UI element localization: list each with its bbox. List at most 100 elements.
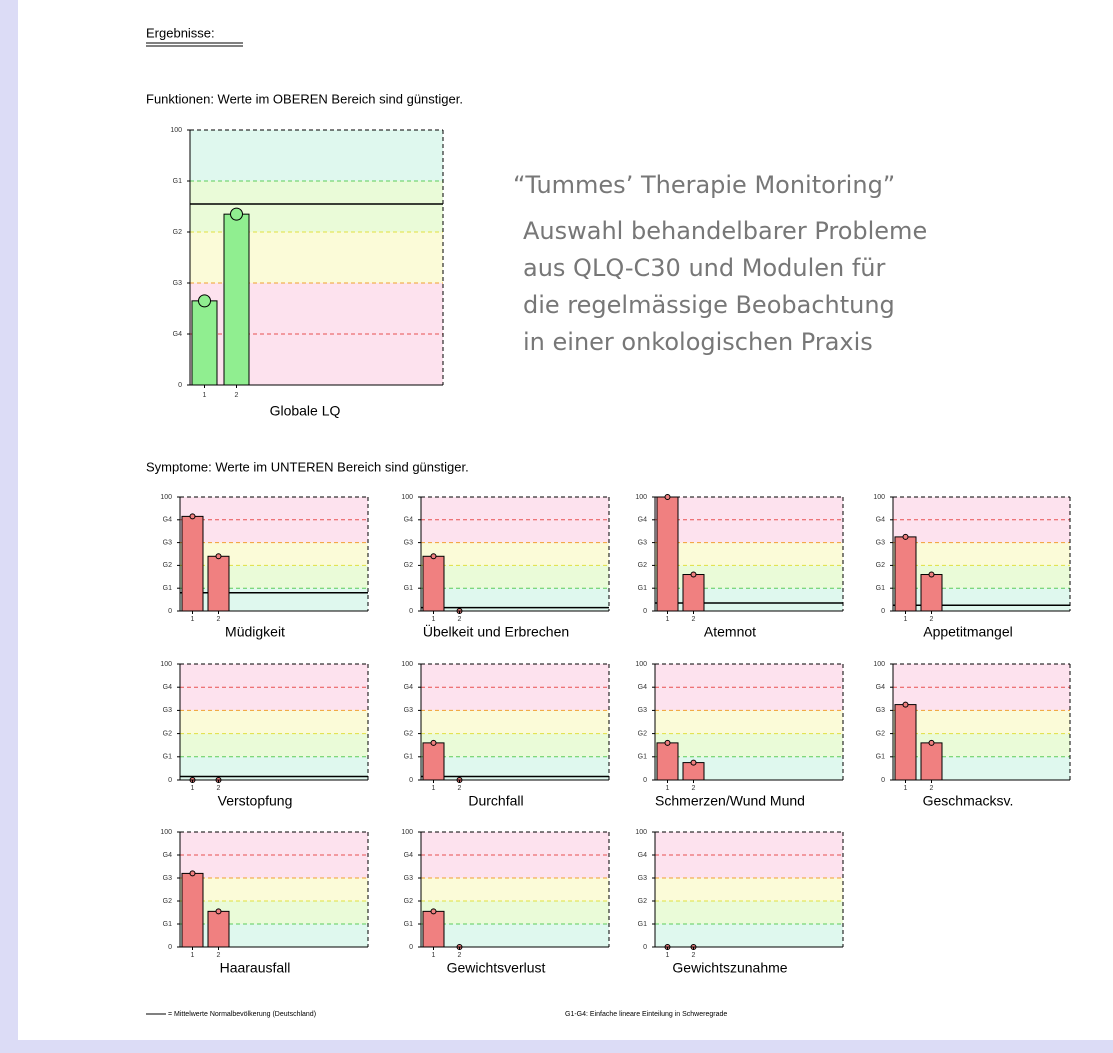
band — [655, 878, 843, 901]
band — [421, 733, 609, 757]
band — [893, 565, 1070, 589]
x-tick-label: 2 — [692, 785, 696, 792]
band — [180, 733, 368, 757]
bar-dot — [902, 533, 909, 540]
y-tick-label: G4 — [404, 517, 413, 524]
x-tick-label: 1 — [191, 952, 195, 959]
band — [655, 519, 843, 543]
bar — [894, 536, 917, 612]
band — [180, 687, 368, 711]
y-tick-label: 100 — [635, 829, 647, 836]
band — [893, 497, 1070, 520]
y-tick-label: G2 — [876, 730, 885, 737]
chart-title: Müdigkeit — [225, 624, 285, 640]
y-tick-label: G1 — [173, 178, 182, 185]
y-tick-label: 0 — [643, 608, 647, 615]
x-tick-label: 1 — [666, 952, 670, 959]
y-tick-label: G3 — [876, 707, 885, 714]
x-tick-label: 1 — [666, 616, 670, 623]
y-tick-label: 0 — [409, 777, 413, 784]
band — [655, 664, 843, 688]
chart-title: Globale LQ — [270, 403, 341, 419]
x-tick-label: 2 — [692, 616, 696, 623]
y-tick-label: 0 — [881, 608, 885, 615]
y-tick-label: G4 — [638, 684, 647, 691]
x-tick-label: 2 — [217, 952, 221, 959]
y-tick-label: G4 — [638, 852, 647, 859]
bar-dot — [664, 494, 671, 500]
x-tick-label: 1 — [904, 785, 908, 792]
y-tick-label: G3 — [404, 875, 413, 882]
y-tick-label: 100 — [873, 661, 885, 668]
y-tick-label: G3 — [163, 707, 172, 714]
band — [180, 710, 368, 734]
chart-title: Haarausfall — [220, 960, 291, 976]
x-tick-label: 1 — [666, 785, 670, 792]
y-tick-label: G4 — [876, 684, 885, 691]
bar-dot — [430, 908, 437, 915]
bar-dot — [664, 739, 671, 746]
bar — [920, 574, 943, 612]
y-tick-label: G3 — [638, 875, 647, 882]
bar-dot — [902, 701, 909, 708]
x-tick-label: 1 — [203, 392, 207, 399]
overlay-line: “Tummes’ Therapie Monitoring” — [513, 171, 895, 199]
x-tick-label: 2 — [458, 785, 462, 792]
band — [893, 733, 1070, 757]
band — [421, 588, 609, 611]
band — [421, 565, 609, 589]
y-tick-label: 100 — [160, 661, 172, 668]
band — [180, 519, 368, 543]
y-tick-label: G3 — [404, 707, 413, 714]
band — [655, 497, 843, 520]
x-tick-label: 2 — [217, 785, 221, 792]
chart-title: Übelkeit und Erbrechen — [423, 623, 569, 640]
band — [421, 901, 609, 924]
overlay-line: die regelmässige Beobachtung — [523, 291, 895, 319]
y-tick-label: 0 — [168, 777, 172, 784]
y-tick-label: 100 — [160, 829, 172, 836]
y-tick-label: G3 — [173, 280, 182, 287]
band — [421, 497, 609, 520]
y-tick-label: 100 — [401, 661, 413, 668]
band — [421, 519, 609, 543]
bar-dot — [928, 571, 935, 578]
bar-dot — [230, 207, 243, 221]
y-tick-label: 100 — [873, 494, 885, 501]
band — [190, 130, 443, 181]
x-tick-label: 1 — [904, 616, 908, 623]
bar-dot — [215, 553, 222, 560]
chart-title: Durchfall — [468, 793, 523, 809]
y-tick-label: G2 — [163, 730, 172, 737]
x-tick-label: 1 — [191, 616, 195, 623]
bar — [207, 910, 230, 948]
symptoms-note: Symptome: Werte im UNTEREN Bereich sind … — [146, 459, 469, 474]
band — [180, 664, 368, 688]
y-tick-label: G3 — [876, 539, 885, 546]
bar-dot — [430, 553, 437, 560]
y-tick-label: G1 — [404, 921, 413, 928]
x-tick-label: 2 — [692, 952, 696, 959]
x-tick-label: 1 — [191, 785, 195, 792]
band — [180, 497, 368, 520]
band — [180, 855, 368, 878]
legend-text: = Mittelwerte Normalbevölkerung (Deutsch… — [168, 1011, 316, 1018]
y-tick-label: G1 — [638, 921, 647, 928]
bar-dot — [690, 571, 697, 578]
y-tick-label: G4 — [173, 331, 182, 338]
y-tick-label: G4 — [638, 517, 647, 524]
bar — [181, 872, 204, 948]
chart-title: Gewichtszunahme — [672, 960, 787, 976]
y-tick-label: G2 — [404, 562, 413, 569]
functions-note: Funktionen: Werte im OBEREN Bereich sind… — [146, 91, 463, 106]
band — [421, 878, 609, 901]
y-tick-label: G2 — [638, 562, 647, 569]
band — [421, 832, 609, 855]
bar — [920, 742, 943, 781]
y-tick-label: G3 — [163, 875, 172, 882]
bar — [422, 742, 445, 781]
y-tick-label: 100 — [635, 661, 647, 668]
band — [421, 664, 609, 688]
y-tick-label: 100 — [635, 494, 647, 501]
